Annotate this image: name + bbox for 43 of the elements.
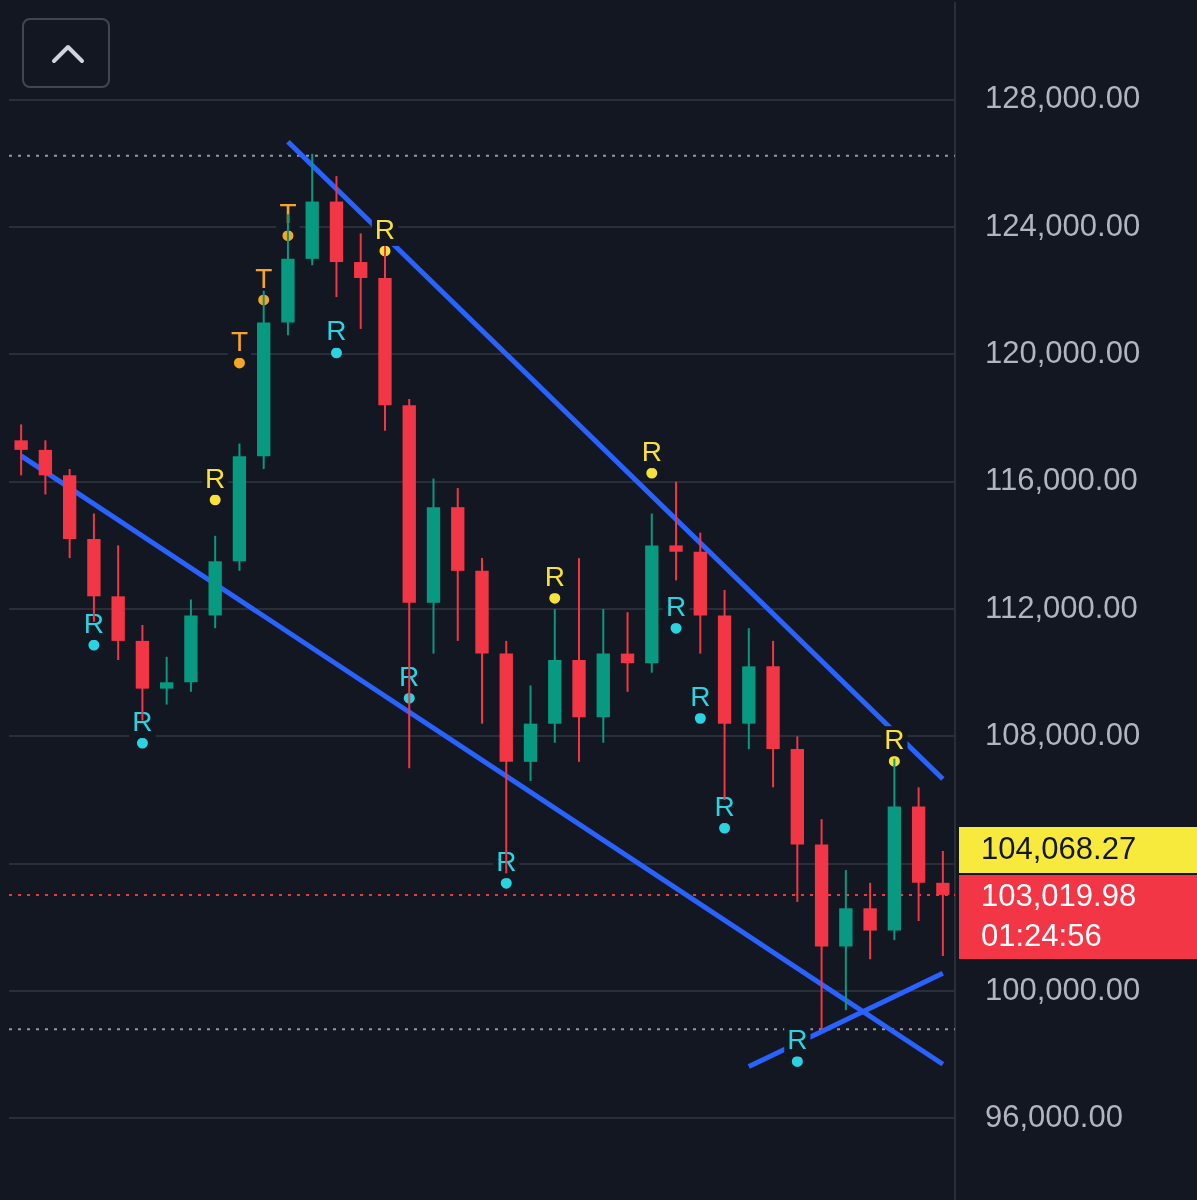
y-tick-label: 120,000.00 xyxy=(985,334,1141,370)
text: 104,068.27 xyxy=(981,831,1137,867)
data-label: R xyxy=(132,705,153,737)
y-tick-label: 116,000.00 xyxy=(985,462,1138,498)
data-label: R xyxy=(665,590,687,622)
candlestick xyxy=(354,232,368,330)
candlestick xyxy=(669,480,683,582)
point xyxy=(136,737,148,749)
point xyxy=(719,822,731,834)
y-tick-label: 124,000.00 xyxy=(985,207,1141,243)
point xyxy=(549,592,561,604)
data-label: R xyxy=(83,607,105,639)
point xyxy=(670,622,682,634)
data-label: R xyxy=(326,315,347,347)
y-tick-label: 108,000.00 xyxy=(985,716,1141,752)
candlestick xyxy=(620,611,635,693)
text: 01:24:56 xyxy=(981,918,1102,954)
point xyxy=(646,467,658,479)
point xyxy=(694,712,706,724)
candlestick xyxy=(863,881,877,961)
data-label: R xyxy=(544,560,565,592)
data-label: R xyxy=(884,723,905,755)
data-label: R xyxy=(641,435,662,467)
data-label: T xyxy=(255,262,273,294)
point xyxy=(233,357,245,369)
point xyxy=(791,1055,803,1067)
y-tick-label: 128,000.00 xyxy=(985,80,1141,116)
point xyxy=(88,639,100,651)
candlestick xyxy=(160,655,174,706)
data-label: R xyxy=(690,680,711,712)
candlestick xyxy=(14,423,28,477)
ref-line-label: 103,019.98 xyxy=(981,878,1137,914)
point xyxy=(330,347,342,359)
data-label: R xyxy=(787,1024,808,1056)
y-tick-label: 100,000.00 xyxy=(985,971,1141,1007)
point xyxy=(209,494,221,506)
data-label: R xyxy=(205,462,226,494)
y-tick-label: 96,000.00 xyxy=(985,1098,1123,1134)
data-label: T xyxy=(230,325,248,357)
y-tick-label: 112,000.00 xyxy=(985,589,1138,625)
data-label: R xyxy=(374,213,396,245)
point xyxy=(500,877,512,889)
data-label: R xyxy=(714,790,735,822)
